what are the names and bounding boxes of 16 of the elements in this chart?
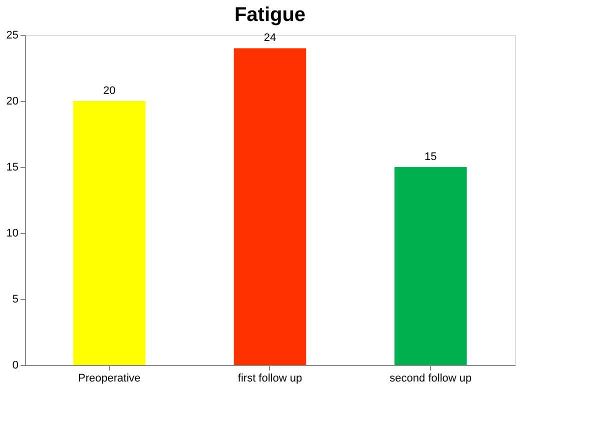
data-label: 24 (264, 32, 276, 44)
bar (73, 101, 146, 365)
x-tick-label: Preoperative (78, 372, 141, 384)
chart-title: Fatigue (234, 4, 306, 26)
bar (234, 48, 306, 365)
x-tick-label: second follow up (390, 372, 472, 384)
y-tick-label: 20 (6, 96, 18, 108)
y-tick-label: 5 (12, 294, 18, 306)
data-label: 15 (424, 151, 437, 163)
y-tick-label: 15 (6, 162, 18, 174)
y-tick-label: 0 (12, 360, 18, 372)
y-tick-label: 25 (6, 30, 18, 42)
y-tick-label: 10 (6, 228, 18, 240)
x-tick-label: first follow up (238, 372, 302, 384)
bar (394, 167, 467, 365)
data-label: 20 (103, 85, 116, 97)
